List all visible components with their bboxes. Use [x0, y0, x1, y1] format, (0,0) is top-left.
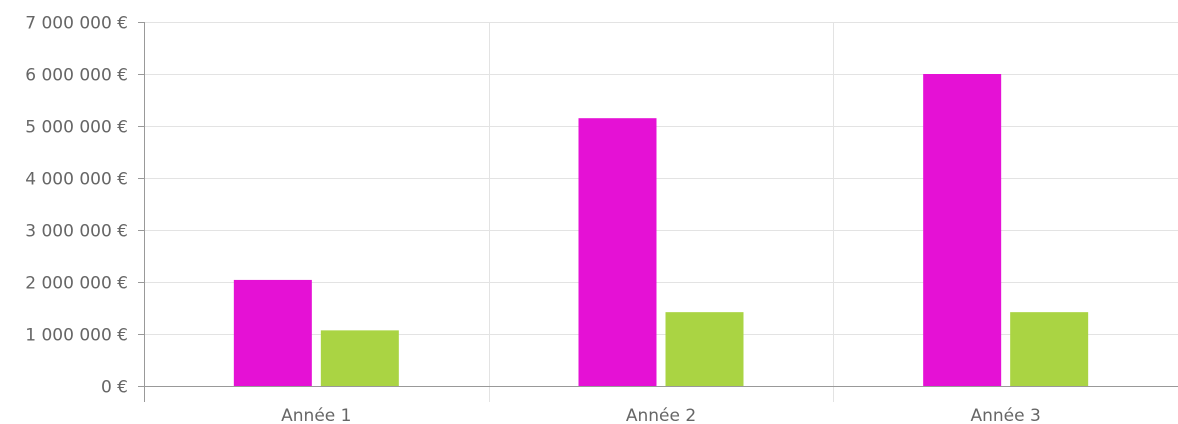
y-tick-label: 1 000 000 €	[25, 326, 128, 346]
bars	[233, 74, 1089, 386]
x-axis-category-labels: Année 1 Année 2 Année 3	[281, 406, 1041, 424]
bar-series-1-2	[578, 118, 657, 386]
bar-series-1-3	[923, 74, 1002, 386]
bar-series-1-1	[233, 279, 312, 386]
x-category-label: Année 3	[971, 406, 1041, 424]
y-tick-label: 3 000 000 €	[25, 222, 128, 242]
bar-series-2-1	[320, 330, 399, 386]
x-category-label: Année 2	[626, 406, 696, 424]
gridlines	[144, 22, 1178, 402]
x-category-label: Année 1	[281, 406, 351, 424]
bar-series-2-2	[665, 312, 744, 386]
axes	[138, 22, 1178, 402]
bar-series-2-3	[1010, 312, 1089, 386]
y-tick-label: 7 000 000 €	[25, 14, 128, 34]
y-tick-label: 0 €	[101, 378, 128, 398]
y-tick-label: 4 000 000 €	[25, 170, 128, 190]
y-tick-label: 2 000 000 €	[25, 274, 128, 294]
y-tick-label: 6 000 000 €	[25, 66, 128, 86]
y-axis-tick-labels: 0 € 1 000 000 € 2 000 000 € 3 000 000 € 4 00…	[25, 14, 128, 398]
y-tick-label: 5 000 000 €	[25, 118, 128, 138]
